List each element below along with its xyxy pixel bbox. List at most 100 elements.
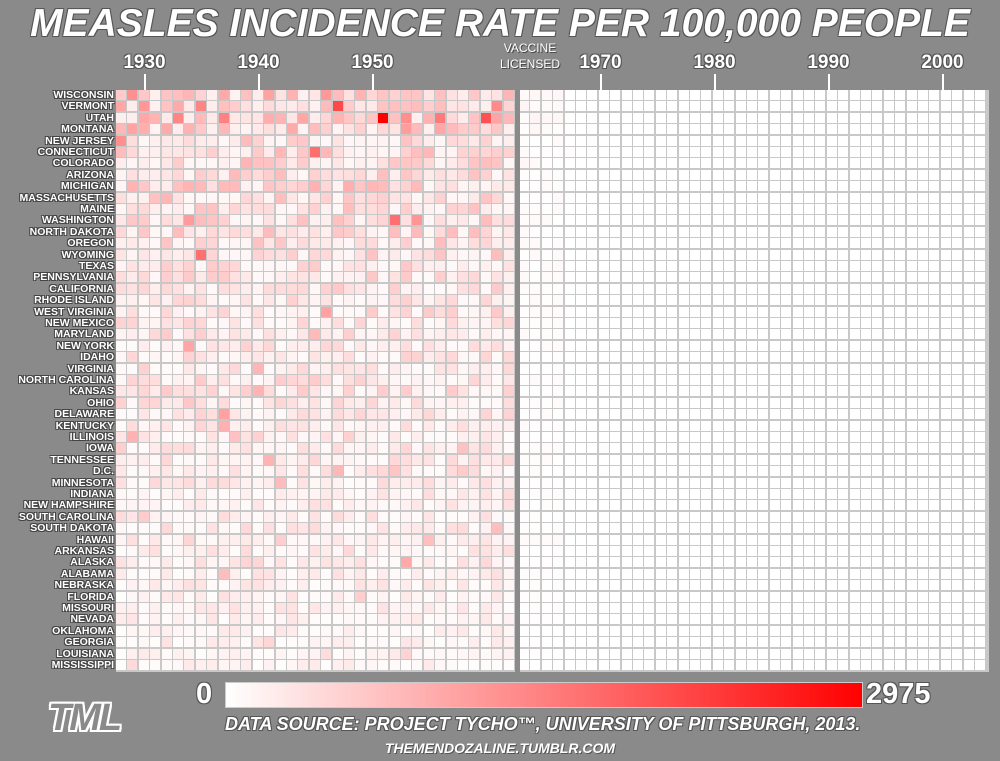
heatmap-cell	[298, 329, 309, 340]
heatmap-cell	[644, 614, 655, 625]
heatmap-cell	[883, 261, 894, 271]
heatmap-cell	[458, 226, 468, 237]
heatmap-cell	[940, 238, 951, 249]
heatmap-cell	[769, 580, 780, 591]
heatmap-cell	[701, 432, 712, 442]
heatmap-cell	[389, 443, 400, 454]
heatmap-cell	[872, 249, 883, 260]
heatmap-cell	[184, 660, 195, 670]
heatmap-cell	[883, 340, 894, 351]
heatmap-cell	[952, 340, 963, 351]
heatmap-cell	[655, 477, 666, 488]
heatmap-cell	[872, 204, 883, 214]
heatmap-cell	[690, 158, 700, 169]
heatmap-cell	[150, 306, 161, 317]
heatmap-cell	[207, 489, 218, 499]
heatmap-cell	[173, 603, 183, 613]
heatmap-cell	[264, 261, 275, 271]
heatmap-cell	[492, 625, 503, 636]
heatmap-cell	[355, 523, 366, 534]
heatmap-cell	[701, 534, 712, 545]
heatmap-cell	[309, 568, 320, 579]
heatmap-cell	[492, 386, 503, 397]
heatmap-cell	[309, 226, 320, 237]
heatmap-cell	[389, 272, 400, 283]
heatmap-cell	[195, 477, 206, 488]
heatmap-cell	[116, 660, 126, 670]
heatmap-cell	[815, 306, 826, 317]
heatmap-cell	[252, 466, 263, 477]
heatmap-cell	[758, 637, 769, 648]
heatmap-cell	[712, 432, 723, 442]
heatmap-cell	[264, 466, 275, 477]
heatmap-cell	[872, 557, 883, 568]
heatmap-cell	[195, 158, 206, 169]
heatmap-cell	[918, 147, 928, 157]
heatmap-cell	[815, 135, 826, 146]
heatmap-cell	[218, 306, 229, 317]
heatmap-cell	[861, 204, 871, 214]
heatmap-cell	[241, 568, 252, 579]
heatmap-cell	[503, 375, 514, 385]
heatmap-cell	[458, 249, 468, 260]
heatmap-cell	[975, 420, 985, 431]
heatmap-cell	[435, 500, 446, 511]
heatmap-cell	[758, 386, 769, 397]
heatmap-cell	[355, 124, 366, 135]
heatmap-cell	[241, 158, 252, 169]
heatmap-cell	[321, 489, 332, 499]
heatmap-cell	[872, 625, 883, 636]
heatmap-cell	[161, 557, 172, 568]
heatmap-cell	[355, 625, 366, 636]
heatmap-cell	[564, 181, 575, 192]
heatmap-cell	[747, 409, 757, 420]
heatmap-cell	[287, 181, 297, 192]
heatmap-cell	[655, 580, 666, 591]
heatmap-cell	[389, 534, 400, 545]
heatmap-cell	[344, 306, 354, 317]
heatmap-cell	[633, 124, 643, 135]
y-tick-label: NORTH CAROLINA	[18, 374, 114, 386]
heatmap-cell	[503, 192, 514, 203]
heatmap-cell	[678, 534, 689, 545]
heatmap-cell	[701, 409, 712, 420]
heatmap-cell	[401, 192, 411, 203]
heatmap-cell	[492, 603, 503, 613]
heatmap-cell	[747, 363, 757, 374]
heatmap-cell	[446, 432, 457, 442]
heatmap-cell	[366, 591, 377, 602]
heatmap-cell	[564, 591, 575, 602]
heatmap-cell	[849, 249, 860, 260]
heatmap-cell	[127, 147, 138, 157]
heatmap-cell	[564, 660, 575, 670]
heatmap-cell	[218, 557, 229, 568]
heatmap-cell	[564, 557, 575, 568]
heatmap-cell	[287, 386, 297, 397]
heatmap-cell	[553, 603, 564, 613]
heatmap-cell	[918, 546, 928, 556]
heatmap-cell	[230, 295, 240, 306]
heatmap-cell	[644, 283, 655, 294]
heatmap-cell	[975, 249, 985, 260]
heatmap-cell	[644, 534, 655, 545]
heatmap-cell	[195, 90, 206, 100]
heatmap-cell	[690, 204, 700, 214]
heatmap-cell	[804, 557, 814, 568]
heatmap-cell	[321, 340, 332, 351]
heatmap-cell	[184, 363, 195, 374]
heatmap-cell	[252, 238, 263, 249]
heatmap-cell	[667, 215, 678, 226]
heatmap-cell	[712, 397, 723, 408]
heatmap-cell	[815, 238, 826, 249]
heatmap-cell	[587, 500, 598, 511]
heatmap-cell	[781, 295, 792, 306]
heatmap-cell	[530, 637, 541, 648]
heatmap-cell	[861, 625, 871, 636]
heatmap-cell	[564, 454, 575, 465]
heatmap-cell	[218, 169, 229, 180]
heatmap-cell	[940, 386, 951, 397]
heatmap-cell	[735, 397, 746, 408]
heatmap-cell	[701, 500, 712, 511]
heatmap-cell	[344, 397, 354, 408]
heatmap-cell	[321, 135, 332, 146]
